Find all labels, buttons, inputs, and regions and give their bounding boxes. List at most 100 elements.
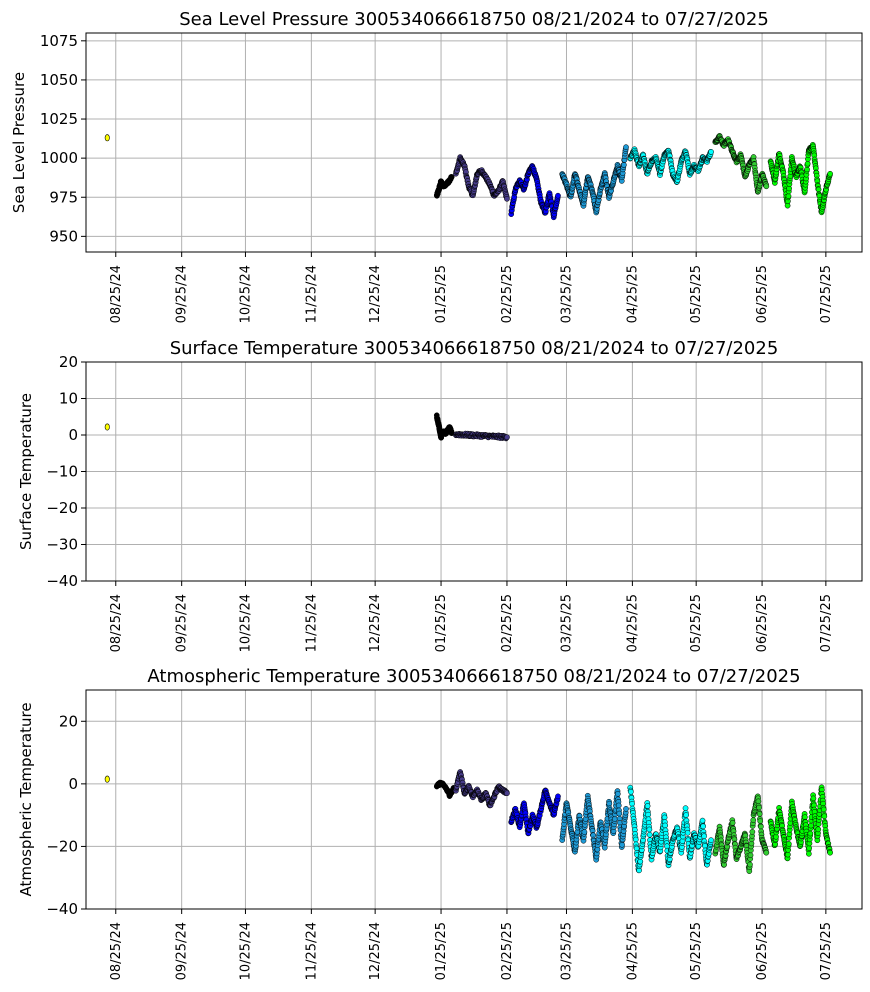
data-point (763, 183, 770, 190)
x-tick-label: 06/25/25 (755, 594, 770, 652)
data-point (708, 837, 714, 844)
data-point (645, 811, 652, 818)
data-point (601, 844, 608, 851)
data-point (644, 803, 651, 809)
data-point (615, 802, 622, 809)
data-point (807, 830, 814, 837)
data-point (679, 838, 686, 845)
x-tick-label: 12/25/24 (368, 922, 383, 980)
x-tick-label: 04/25/25 (625, 265, 640, 323)
data-points (104, 412, 510, 442)
data-point (785, 193, 792, 200)
data-point (662, 822, 669, 829)
data-points (104, 132, 833, 221)
y-tick-label: −30 (46, 536, 78, 554)
data-point (805, 850, 812, 857)
x-tick-label: 02/25/25 (500, 265, 515, 323)
y-tick-label: −20 (46, 837, 78, 855)
chart-title: Surface Temperature 300534066618750 08/2… (170, 338, 779, 359)
x-tick-label: 08/25/24 (109, 922, 124, 980)
plot-area (86, 33, 862, 252)
data-point (785, 841, 792, 847)
data-points (104, 769, 833, 874)
y-tick-label: 950 (49, 227, 78, 245)
x-tick-label: 07/25/25 (819, 265, 834, 323)
x-tick-label: 08/25/24 (109, 265, 124, 323)
x-tick-label: 04/25/25 (625, 594, 640, 652)
x-tick-label: 05/25/25 (689, 594, 704, 652)
data-point (629, 800, 635, 807)
data-point (619, 841, 625, 848)
y-tick-label: −10 (46, 463, 78, 481)
y-tick-label: 1000 (40, 149, 78, 167)
x-tick-label: 03/25/25 (559, 594, 574, 652)
x-tick-label: 03/25/25 (559, 922, 574, 980)
y-tick-label: 0 (68, 426, 78, 444)
x-tick-label: 01/25/25 (434, 922, 449, 980)
data-point (808, 822, 814, 829)
data-point (750, 817, 757, 823)
data-point (504, 790, 510, 797)
y-tick-label: 20 (59, 712, 78, 730)
data-point (820, 806, 827, 813)
data-point (747, 861, 753, 868)
y-tick-label: 20 (59, 353, 78, 371)
data-point (104, 423, 110, 431)
x-tick-label: 09/25/24 (175, 265, 190, 323)
data-point (747, 852, 754, 859)
data-point (555, 793, 561, 800)
x-tick-label: 04/25/25 (625, 922, 640, 980)
x-tick-label: 11/25/24 (304, 265, 319, 323)
data-point (606, 800, 613, 807)
data-point (104, 775, 110, 783)
y-tick-label: 1025 (40, 110, 78, 128)
y-tick-label: 975 (49, 188, 78, 206)
x-tick-label: 08/25/24 (109, 594, 124, 652)
chart-panel-1: 950 975 1000 1025 1050 1075 08/25/24 09/25/24 10… (10, 9, 863, 323)
data-point (756, 811, 763, 817)
data-point (646, 831, 653, 838)
plot-frame (85, 689, 863, 910)
y-tick-label: 1050 (40, 71, 78, 89)
data-point (700, 823, 707, 830)
data-point (637, 858, 644, 865)
data-point (729, 819, 736, 826)
data-point (623, 144, 629, 151)
data-point (628, 788, 634, 795)
y-tick-label: −20 (46, 499, 78, 517)
data-point (756, 804, 762, 811)
data-point (810, 795, 817, 802)
data-point (646, 826, 653, 833)
x-tick-label: 05/25/25 (689, 265, 704, 323)
x-tick-label: 02/25/25 (500, 594, 515, 652)
y-tick-label: −40 (46, 572, 78, 590)
data-point (757, 818, 764, 824)
x-tick-label: 10/25/24 (238, 265, 253, 323)
data-point (815, 826, 822, 833)
y-tick-label: −40 (46, 900, 78, 918)
y-tick-label: 10 (59, 390, 78, 408)
data-point (621, 162, 627, 168)
data-point (821, 813, 828, 820)
data-point (827, 849, 833, 856)
x-tick-label: 06/25/25 (755, 265, 770, 323)
data-point (104, 134, 110, 142)
chart-title: Atmospheric Temperature 300534066618750 … (147, 666, 800, 687)
data-point (827, 170, 833, 177)
data-point (763, 849, 770, 856)
x-tick-label: 07/25/25 (819, 922, 834, 980)
data-point (611, 816, 618, 822)
chart-panel-2: −40 −30 −20 −10 0 10 20 08/25/24 09/25/24 10/25/2… (17, 338, 863, 652)
data-point (683, 812, 689, 818)
data-point (701, 833, 707, 840)
data-point (555, 192, 561, 199)
y-tick-label: 0 (68, 775, 78, 793)
data-point (806, 845, 813, 851)
x-tick-label: 06/25/25 (755, 922, 770, 980)
data-point (708, 149, 714, 155)
y-axis-label: Surface Temperature (17, 393, 35, 550)
x-tick-label: 03/25/25 (559, 265, 574, 323)
y-axis-label: Sea Level Pressure (10, 72, 28, 213)
chart-title: Sea Level Pressure 300534066618750 08/21… (179, 9, 769, 30)
